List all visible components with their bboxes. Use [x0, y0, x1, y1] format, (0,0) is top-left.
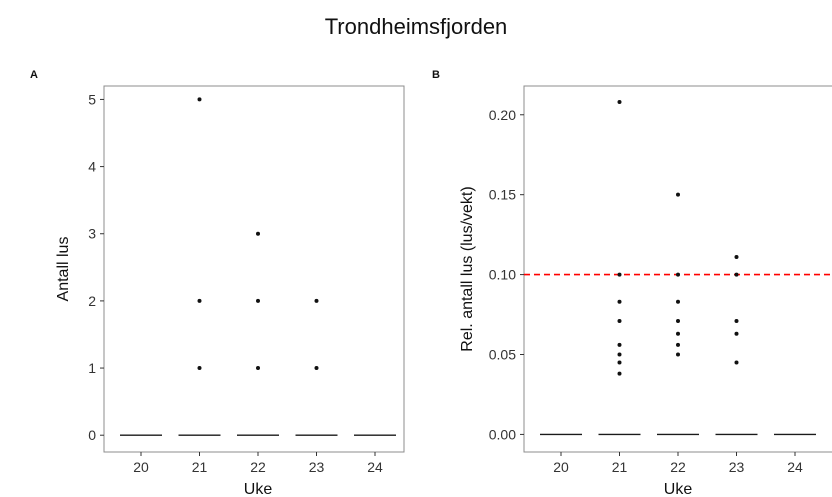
data-point — [676, 352, 680, 357]
data-point — [197, 298, 202, 303]
data-point — [256, 231, 260, 236]
data-point — [314, 366, 319, 371]
data-point — [617, 342, 622, 347]
y-tick-label: 2 — [88, 293, 96, 309]
data-point — [617, 371, 622, 376]
y-tick-label: 0.00 — [489, 426, 516, 442]
data-point — [734, 255, 739, 260]
x-tick-label: 21 — [612, 459, 628, 475]
y-tick-label: 4 — [88, 159, 96, 175]
x-tick-label: 24 — [367, 459, 383, 475]
x-tick-label: 20 — [553, 459, 569, 475]
data-point — [734, 360, 739, 365]
y-tick-label: 0.10 — [489, 267, 516, 283]
x-tick-label: 24 — [787, 459, 803, 475]
x-axis-label: Uke — [664, 481, 693, 497]
data-point — [676, 299, 680, 304]
data-point — [617, 318, 622, 323]
y-tick-label: 1 — [88, 360, 96, 376]
data-point — [676, 331, 680, 336]
data-point — [314, 298, 319, 303]
panel-label-b: B — [432, 69, 440, 81]
data-point — [617, 99, 622, 104]
y-tick-label: 0.15 — [489, 187, 516, 203]
data-point — [734, 331, 739, 336]
y-tick-label: 0.05 — [489, 347, 516, 363]
plot-frame — [523, 85, 832, 453]
x-tick-label: 23 — [729, 459, 745, 475]
y-tick-label: 0.20 — [489, 107, 516, 123]
panel-label-a: A — [30, 69, 38, 81]
data-point — [256, 366, 260, 371]
data-point — [734, 318, 739, 323]
y-tick-label: 0 — [88, 427, 96, 443]
data-point — [617, 360, 622, 365]
chart-title: Trondheimsfjorden — [324, 14, 508, 39]
data-point — [676, 342, 680, 347]
x-tick-label: 22 — [670, 459, 686, 475]
data-point — [676, 272, 680, 277]
data-point — [617, 299, 622, 304]
data-point — [734, 272, 739, 277]
data-point — [197, 366, 202, 371]
data-point — [256, 298, 260, 303]
x-tick-label: 22 — [250, 459, 266, 475]
data-point — [676, 318, 680, 323]
data-point — [197, 97, 202, 102]
data-point — [617, 352, 622, 357]
plot-frame — [103, 85, 405, 453]
y-axis-label: Rel. antall lus (lus/vekt) — [459, 186, 476, 351]
x-axis-label: Uke — [244, 481, 273, 497]
x-tick-label: 21 — [192, 459, 208, 475]
y-tick-label: 3 — [88, 226, 96, 242]
y-axis-label: Antall lus — [55, 237, 72, 302]
x-tick-label: 23 — [309, 459, 325, 475]
y-tick-label: 5 — [88, 91, 96, 107]
data-point — [676, 192, 680, 197]
data-point — [617, 272, 622, 277]
x-tick-label: 20 — [133, 459, 149, 475]
